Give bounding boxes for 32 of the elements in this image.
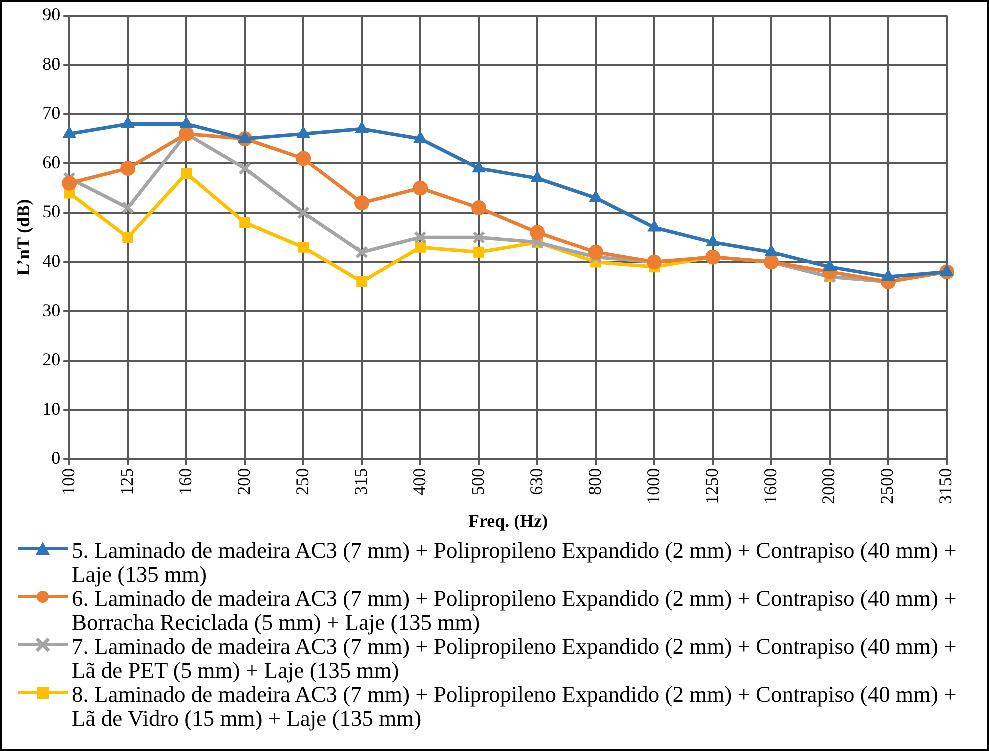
y-tick-label: 60 <box>42 152 61 172</box>
y-tick-label: 40 <box>42 250 61 271</box>
y-tick-label: 90 <box>42 4 61 25</box>
x-tick-label: 3150 <box>936 468 956 504</box>
x-tick-label: 630 <box>526 468 546 496</box>
x-tick-label: 1250 <box>702 468 722 504</box>
x-tick-label: 250 <box>292 468 312 496</box>
y-tick-label: 80 <box>42 54 61 74</box>
x-tick-label: 500 <box>468 468 488 496</box>
y-tick-label: 0 <box>52 448 61 468</box>
x-tick-label: 2500 <box>877 468 898 504</box>
y-tick-label: 20 <box>42 350 61 370</box>
x-tick-label: 1000 <box>643 468 664 504</box>
x-tick-label: 160 <box>175 468 196 496</box>
legend-label: 5. Laminado de madeira AC3 (7 mm) + Polipropileno Expandido (2 mm) + Contrapiso (40 mm) + Laje (135 mm) <box>72 538 958 587</box>
x-tick-label: 400 <box>409 468 430 496</box>
x-tick-label: 125 <box>116 468 137 496</box>
x-tick-label: 100 <box>58 468 78 496</box>
y-tick-label: 50 <box>42 202 61 222</box>
y-tick-label: 30 <box>42 300 61 320</box>
x-tick-label: 800 <box>584 468 605 496</box>
y-tick-label: 10 <box>42 398 61 419</box>
legend-label: 6. Laminado de madeira AC3 (7 mm) + Polipropileno Expandido (2 mm) + Contrapiso (40 mm) + Borracha Reciclada (5 mm) + Laje (135 mm) <box>72 586 958 635</box>
y-axis-title: L’nT (dB) <box>13 199 34 276</box>
x-axis-title: Freq. (Hz) <box>468 510 548 531</box>
y-tick-label: 70 <box>42 103 61 124</box>
legend-label: 7. Laminado de madeira AC3 (7 mm) + Polipropileno Expandido (2 mm) + Contrapiso (40 mm) + Lã de PET (5 mm) + Laje (135 mm) <box>72 634 958 683</box>
x-tick-label: 200 <box>234 468 254 496</box>
x-tick-label: 315 <box>350 468 371 496</box>
x-tick-label: 1600 <box>760 468 780 504</box>
x-tick-label: 2000 <box>818 468 839 504</box>
legend-label: 8. Laminado de madeira AC3 (7 mm) + Polipropileno Expandido (2 mm) + Contrapiso (40 mm) + Lã de Vidro (15 mm) + Laje (135 mm) <box>72 682 958 731</box>
